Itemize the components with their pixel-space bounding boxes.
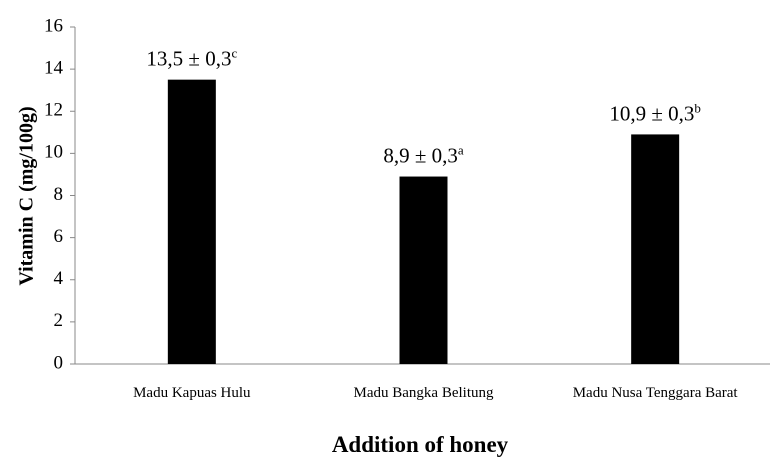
data-label-letter: c xyxy=(231,46,237,61)
y-axis-title: Vitamin C (mg/100g) xyxy=(16,106,38,285)
y-tick-label: 14 xyxy=(44,57,64,78)
data-label-value: 10,9 ± 0,3 xyxy=(609,101,694,125)
x-tick-label: Madu Bangka Belitung xyxy=(353,385,494,401)
y-tick-label: 10 xyxy=(44,142,63,163)
y-tick-label: 2 xyxy=(54,310,64,331)
y-tick-label: 6 xyxy=(54,226,64,247)
bar xyxy=(399,176,448,364)
data-label: 8,9 ± 0,3a xyxy=(383,143,464,168)
y-tick-label: 0 xyxy=(54,352,64,373)
data-label: 10,9 ± 0,3b xyxy=(609,100,701,125)
y-tick-label: 12 xyxy=(44,100,63,121)
x-tick-label: Madu Nusa Tenggara Barat xyxy=(572,385,738,401)
bar xyxy=(631,134,680,364)
data-label-letter: b xyxy=(694,100,701,115)
y-tick-label: 8 xyxy=(54,184,64,205)
x-tick-label: Madu Kapuas Hulu xyxy=(133,385,251,401)
data-label-value: 13,5 ± 0,3 xyxy=(146,47,231,71)
data-label: 13,5 ± 0,3c xyxy=(146,46,237,71)
y-tick-label: 4 xyxy=(54,268,64,289)
bar xyxy=(167,79,216,364)
data-label-letter: a xyxy=(458,143,464,158)
data-label-value: 8,9 ± 0,3 xyxy=(383,144,458,168)
y-tick-label: 16 xyxy=(44,15,63,36)
x-axis-title: Addition of honey xyxy=(332,432,509,457)
